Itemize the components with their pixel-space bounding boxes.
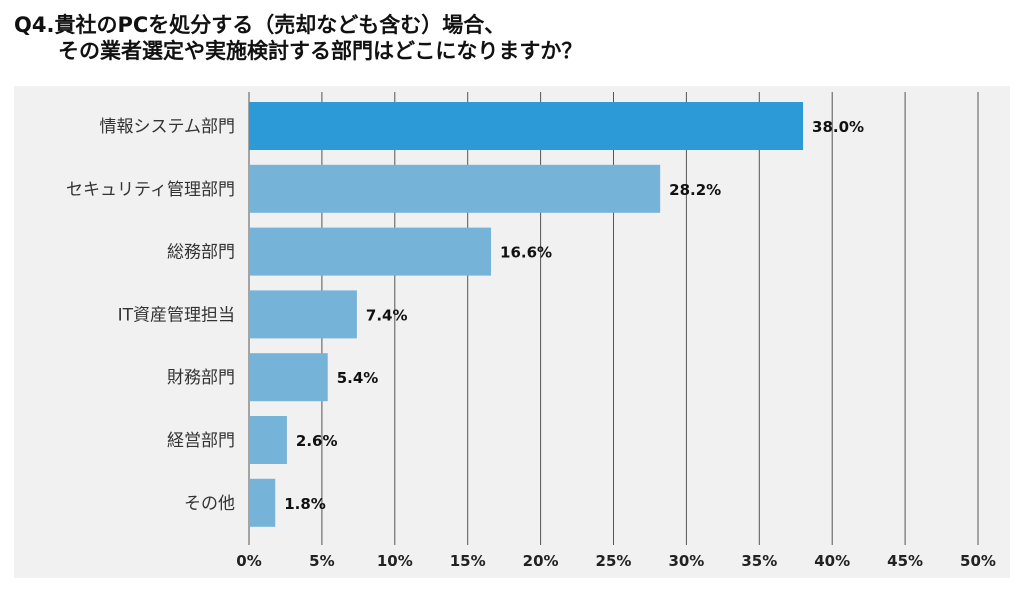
value-label: 2.6% [296,432,338,450]
value-label: 1.8% [284,495,326,513]
value-label: 7.4% [366,306,408,324]
chart-title-line-1: Q4.貴社のPCを処分する（売却なども含む）場合、 [14,13,506,37]
category-label: 財務部門 [167,368,235,388]
x-tick-label: 0% [236,552,261,570]
gridlines [248,92,979,545]
bar [249,353,328,402]
x-tick-label: 25% [596,552,632,570]
x-tick-label: 35% [741,552,777,570]
bar [249,478,276,527]
value-labels: 38.0% 28.2% 16.6% 7.4% 5.4% 2.6% 1.8% [284,118,864,513]
category-label: 総務部門 [167,243,235,263]
category-label: その他 [184,494,235,514]
value-label: 28.2% [669,181,721,199]
bar [249,416,287,464]
x-tick-label: 20% [523,552,559,570]
x-tick-label: 15% [450,552,486,570]
chart-title-line-2: その業者選定や実施検討する部門はどこになりますか？ [58,39,583,63]
bar [249,102,804,150]
category-label: IT資産管理担当 [118,305,235,325]
value-label: 16.6% [500,244,552,262]
value-label: 5.4% [337,369,379,387]
x-tick-label: 40% [814,552,850,570]
category-label: 経営部門 [167,431,235,451]
x-tick-label: 30% [668,552,704,570]
bars [249,102,804,527]
x-tick-label: 50% [960,552,996,570]
category-label: 情報システム部門 [100,117,236,137]
bar [249,290,357,339]
chart-title: Q4.貴社のPCを処分する（売却なども含む）場合、 その業者選定や実施検討する部… [14,12,582,64]
x-tick-label: 5% [309,552,334,570]
x-tick-labels: 0% 5% 10% 15% 20% 25% 30% 35% 40% 45% 50% [236,552,996,570]
bar [249,164,661,213]
x-tick-label: 10% [377,552,413,570]
category-label: セキュリティ管理部門 [66,180,235,200]
x-tick-label: 45% [887,552,923,570]
value-label: 38.0% [812,118,864,136]
bar [249,227,492,276]
